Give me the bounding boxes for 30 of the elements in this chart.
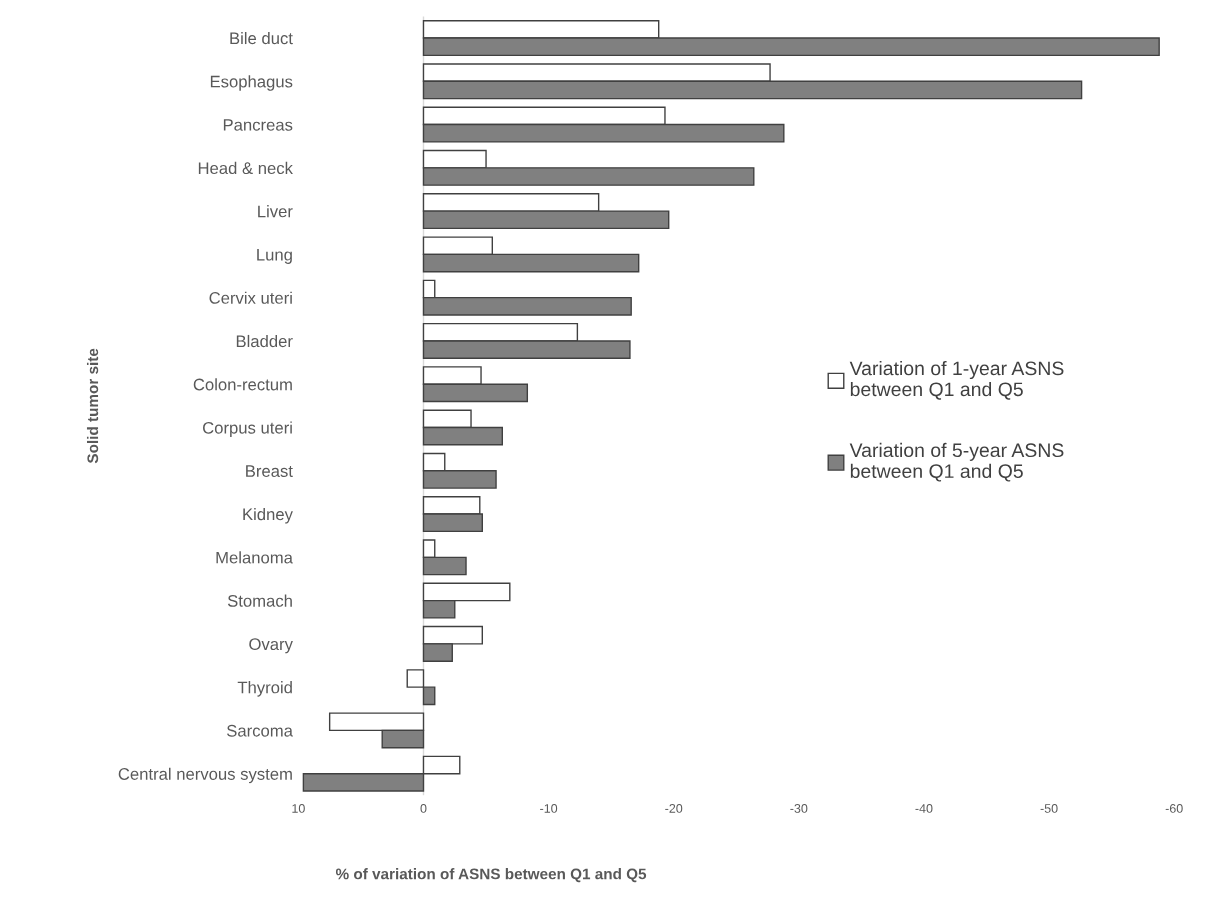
y-tick-label: Cervix uteri xyxy=(209,291,292,304)
y-tick-label: Stomach xyxy=(227,594,292,607)
y-tick-label: Thyroid xyxy=(237,681,292,697)
x-tick-label: 10 xyxy=(292,804,305,813)
y-tick-label: Bile duct xyxy=(230,31,293,45)
y-tick-label: Esophagus xyxy=(210,75,293,91)
x-tick-label: -10 xyxy=(540,804,558,813)
y-tick-label: Liver xyxy=(258,205,293,218)
x-tick-label: -30 xyxy=(790,804,808,813)
y-tick-label: Sarcoma xyxy=(227,724,293,737)
y-tick-label: Corpus uteri xyxy=(203,421,292,437)
x-axis-title: % of variation of ASNS between Q1 and Q5 xyxy=(335,868,647,883)
y-axis-title: Solid tumor site xyxy=(86,348,99,464)
y-tick-label: Head & neck xyxy=(198,161,293,175)
y-tick-label: Central nervous system xyxy=(118,767,292,784)
y-tick-label: Colon-rectum xyxy=(193,378,292,391)
legend-label: Variation of 5-year ASNS between Q1 and Q5 xyxy=(849,442,1064,482)
x-tick-label: 0 xyxy=(420,804,427,813)
y-tick-label: Ovary xyxy=(249,638,293,654)
y-tick-label: Lung xyxy=(257,248,292,264)
y-tick-label: Pancreas xyxy=(223,119,293,131)
y-tick-label: Melanoma xyxy=(216,551,293,564)
y-tick-label: Kidney xyxy=(243,508,293,524)
legend-label: Variation of 1-year ASNS between Q1 and Q5 xyxy=(849,360,1064,400)
y-tick-label: Bladder xyxy=(236,334,293,348)
x-tick-label: -60 xyxy=(1165,804,1183,813)
x-tick-label: -50 xyxy=(1040,804,1058,813)
x-tick-label: -20 xyxy=(665,804,683,813)
y-tick-label: Breast xyxy=(246,465,293,477)
x-tick-label: -40 xyxy=(915,804,933,813)
